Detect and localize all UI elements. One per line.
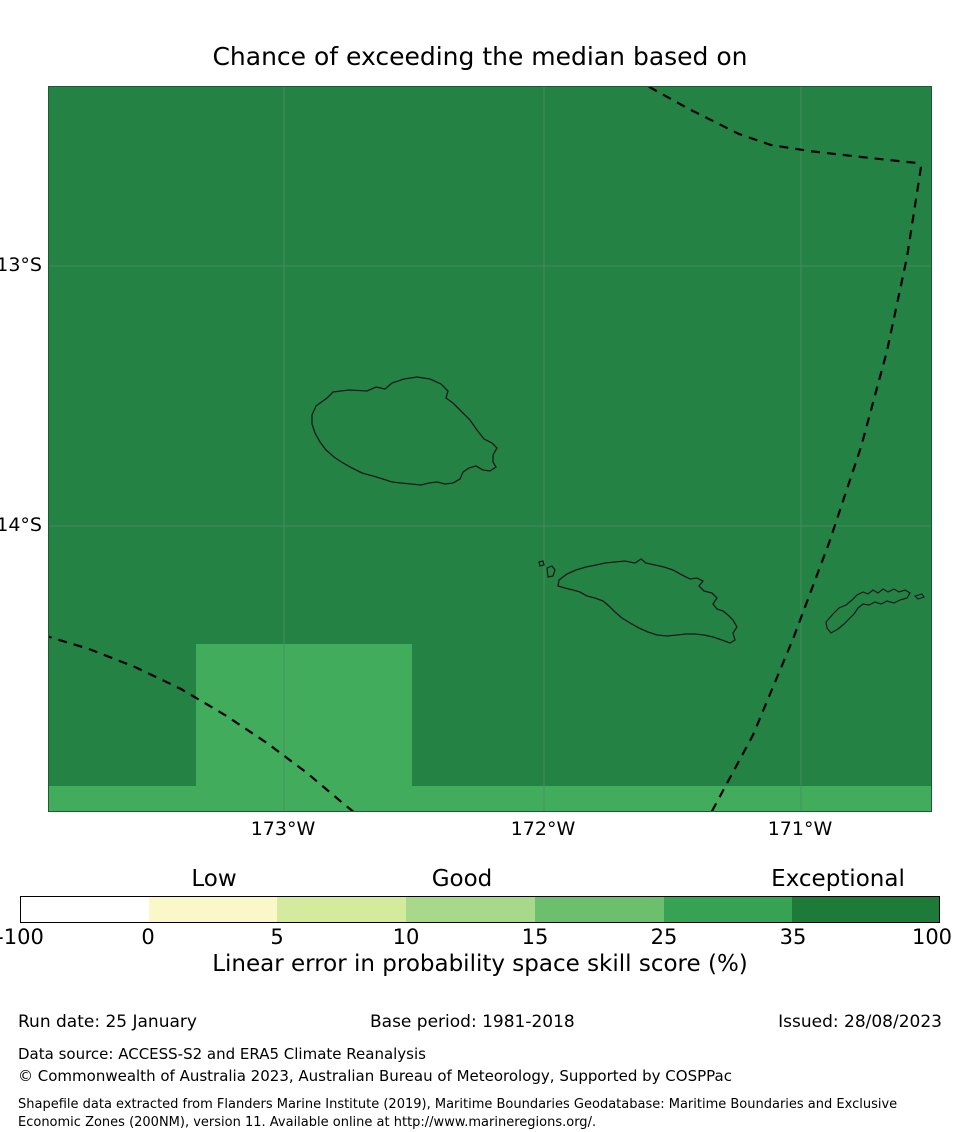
- colorbar-tick-15: 15: [521, 925, 549, 949]
- colorbar-category-labels: Low Good Exceptional: [0, 866, 960, 894]
- title-line-1: Chance of exceeding the median based on: [212, 42, 748, 71]
- coastline-upolu: [557, 558, 738, 644]
- coastline-aunuu: [913, 593, 925, 600]
- colorbar-category-low: Low: [191, 866, 237, 892]
- footer-shapefile-note: Shapefile data extracted from Flanders M…: [18, 1097, 898, 1130]
- coastline-tutuila: [825, 588, 911, 634]
- gridlines: [49, 87, 931, 811]
- footer-run-date: Run date: 25 January: [18, 1012, 197, 1032]
- skill-cell-southwest: [196, 644, 412, 786]
- skill-cell-base: [49, 87, 931, 811]
- footer-row-primary: Run date: 25 January Base period: 1981-2…: [0, 1012, 960, 1038]
- footer-copyright: © Commonwealth of Australia 2023, Austra…: [18, 1067, 732, 1085]
- colorbar-tick--100: -100: [0, 925, 44, 949]
- colorbar-tick-5: 5: [270, 925, 284, 949]
- colorbar-segment-6: [792, 897, 939, 922]
- colorbar-category-exceptional: Exceptional: [771, 866, 905, 892]
- colorbar-tick-0: 0: [141, 925, 155, 949]
- colorbar-tick-35: 35: [779, 925, 807, 949]
- colorbar-segment-4: [534, 897, 664, 922]
- colorbar-tick-10: 10: [392, 925, 420, 949]
- footer-data-source: Data source: ACCESS-S2 and ERA5 Climate …: [18, 1045, 426, 1063]
- map-plot-area[interactable]: [48, 86, 932, 812]
- x-tick-173w: 173°W: [250, 818, 316, 840]
- coastline-apolima: [546, 565, 556, 578]
- skill-cell-south-band: [49, 786, 931, 811]
- eez-boundary-southwest: [49, 635, 355, 811]
- colorbar-axis-label: Linear error in probability space skill …: [212, 951, 748, 977]
- colorbar[interactable]: [20, 896, 940, 923]
- x-tick-172w: 172°W: [510, 818, 576, 840]
- footer-base-period: Base period: 1981-2018: [370, 1012, 575, 1032]
- colorbar-ticks: -100 0 5 10 15 25 35 100: [0, 925, 960, 951]
- colorbar-segment-1: [148, 897, 278, 922]
- x-tick-171w: 171°W: [767, 818, 833, 840]
- coastline-manono: [538, 560, 545, 567]
- y-tick-13s: 13°S: [0, 254, 42, 276]
- colorbar-tick-100: 100: [911, 925, 953, 949]
- coastline-savaii: [311, 376, 498, 486]
- map-canvas: [49, 87, 931, 811]
- colorbar-segment-5: [663, 897, 793, 922]
- eez-boundary-east: [710, 166, 923, 811]
- colorbar-segment-0: [21, 897, 149, 922]
- y-tick-14s: 14°S: [0, 514, 42, 536]
- eez-boundary-northeast: [647, 87, 922, 168]
- colorbar-category-good: Good: [431, 866, 493, 892]
- footer: Run date: 25 January Base period: 1981-2…: [0, 1012, 960, 1130]
- colorbar-segment-2: [277, 897, 407, 922]
- colorbar-tick-25: 25: [650, 925, 678, 949]
- footer-issued-date: Issued: 28/08/2023: [778, 1012, 942, 1032]
- colorbar-segment-3: [406, 897, 535, 922]
